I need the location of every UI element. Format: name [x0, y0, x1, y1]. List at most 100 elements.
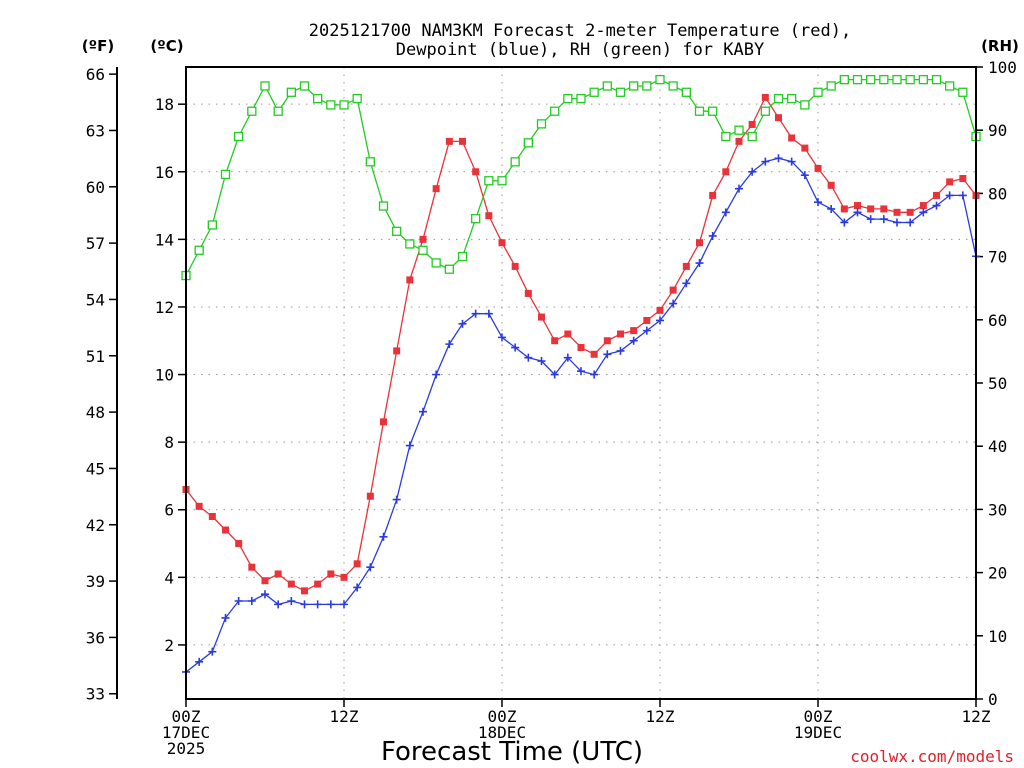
- dewpoint-point: [498, 333, 506, 342]
- temperature-point: [656, 306, 664, 314]
- dewpoint-point: [932, 201, 941, 210]
- dewpoint-point: [524, 353, 533, 362]
- rh-point: [536, 119, 547, 129]
- celsius-tick-label: 10: [155, 366, 174, 385]
- rh-point: [773, 93, 784, 104]
- rh-point: [484, 176, 494, 186]
- dewpoint-point: [221, 613, 230, 622]
- temperature-point: [235, 540, 243, 548]
- temperature-point: [301, 587, 308, 595]
- temperature-point: [933, 191, 940, 199]
- dewpoint-point: [261, 590, 269, 599]
- dewpoint-point: [893, 218, 901, 227]
- temperature-point: [814, 164, 822, 172]
- rh-point: [905, 74, 915, 85]
- dewpoint-point: [853, 208, 862, 217]
- dewpoint-point: [800, 171, 809, 180]
- dewpoint-point: [340, 600, 348, 609]
- rh-point: [918, 74, 928, 85]
- fahrenheit-tick-label: 42: [86, 516, 105, 535]
- rh-point: [787, 93, 797, 104]
- dewpoint-point: [326, 600, 335, 609]
- dewpoint-point: [392, 495, 401, 504]
- dewpoint-point: [629, 336, 638, 345]
- fahrenheit-tick-label: 33: [86, 685, 105, 704]
- dewpoint-point: [458, 319, 467, 328]
- fahrenheit-tick-label: 51: [86, 347, 105, 366]
- rh-point: [655, 74, 665, 85]
- rh-point: [629, 81, 639, 91]
- rh-point: [800, 100, 810, 110]
- dewpoint-point: [484, 309, 493, 318]
- temperature-point: [208, 512, 216, 520]
- dewpoint-point: [353, 583, 362, 592]
- temperature-point: [709, 191, 717, 199]
- temperature-point: [854, 202, 861, 210]
- dewpoint-point: [432, 370, 441, 379]
- rh-tick-label: 10: [988, 627, 1007, 646]
- rh-point: [879, 74, 889, 85]
- series-temperature: [182, 93, 980, 595]
- x-tick-label: 19DEC: [794, 723, 842, 742]
- chart-title-line-1: 2025121700 NAM3KM Forecast 2-meter Tempe…: [309, 21, 851, 41]
- dewpoint-point: [208, 647, 217, 656]
- temperature-point: [735, 137, 743, 145]
- rh-tick-label: 60: [988, 311, 1007, 330]
- temperature-point: [485, 212, 493, 220]
- rh-point: [418, 245, 428, 255]
- temperature-point: [353, 560, 361, 568]
- rh-point: [615, 87, 626, 97]
- rh-point: [931, 74, 942, 85]
- dewpoint-point: [906, 218, 915, 227]
- rh-point: [431, 258, 441, 268]
- x-tick-label: 00Z: [488, 707, 517, 726]
- temperature-point: [761, 93, 769, 101]
- celsius-tick-label: 8: [164, 433, 174, 452]
- rh-tick-label: 90: [988, 121, 1007, 140]
- fahrenheit-tick-label: 39: [86, 572, 105, 591]
- dewpoint-point: [879, 215, 888, 224]
- rh-point: [260, 81, 270, 91]
- temperature-point: [893, 208, 901, 216]
- celsius-tick-label: 18: [155, 95, 174, 114]
- temperature-point: [748, 120, 756, 128]
- rh-point: [958, 87, 968, 97]
- dewpoint-point: [958, 191, 967, 200]
- dewpoint-point: [945, 191, 954, 200]
- temperature-point: [472, 168, 480, 176]
- series-line-dewpoint: [185, 157, 977, 673]
- dewpoint-point: [656, 316, 664, 325]
- rh-point: [457, 251, 468, 262]
- rh-point: [352, 93, 362, 104]
- celsius-tick-label: 6: [164, 501, 174, 520]
- dewpoint-point: [471, 309, 480, 318]
- temperature-point: [511, 262, 519, 270]
- temperature-point: [682, 262, 690, 270]
- grid-lines: [186, 67, 976, 699]
- rh-point: [826, 81, 836, 91]
- series-rh: [181, 74, 981, 281]
- rh-point: [444, 264, 454, 274]
- temperature-point: [459, 137, 466, 145]
- dewpoint-point: [313, 600, 322, 609]
- dewpoint-point: [577, 367, 585, 376]
- temperature-point: [775, 114, 782, 122]
- dewpoint-point: [787, 157, 796, 166]
- rh-point: [563, 93, 573, 104]
- dewpoint-point: [919, 208, 928, 217]
- temperature-point: [590, 350, 598, 358]
- rh-point: [273, 106, 283, 116]
- rh-tick-label: 40: [988, 437, 1007, 456]
- rh-point: [339, 100, 349, 110]
- rh-point: [734, 125, 744, 135]
- rh-point: [326, 100, 336, 110]
- temperature-point: [551, 337, 559, 345]
- temperature-point: [880, 205, 888, 213]
- temperature-point: [419, 235, 427, 243]
- dewpoint-point: [721, 208, 730, 217]
- dewpoint-point: [366, 563, 375, 572]
- rh-point: [471, 214, 481, 224]
- temperature-point: [314, 580, 322, 588]
- rh-point: [892, 74, 902, 85]
- fahrenheit-axis-heading: (ºF): [82, 37, 114, 55]
